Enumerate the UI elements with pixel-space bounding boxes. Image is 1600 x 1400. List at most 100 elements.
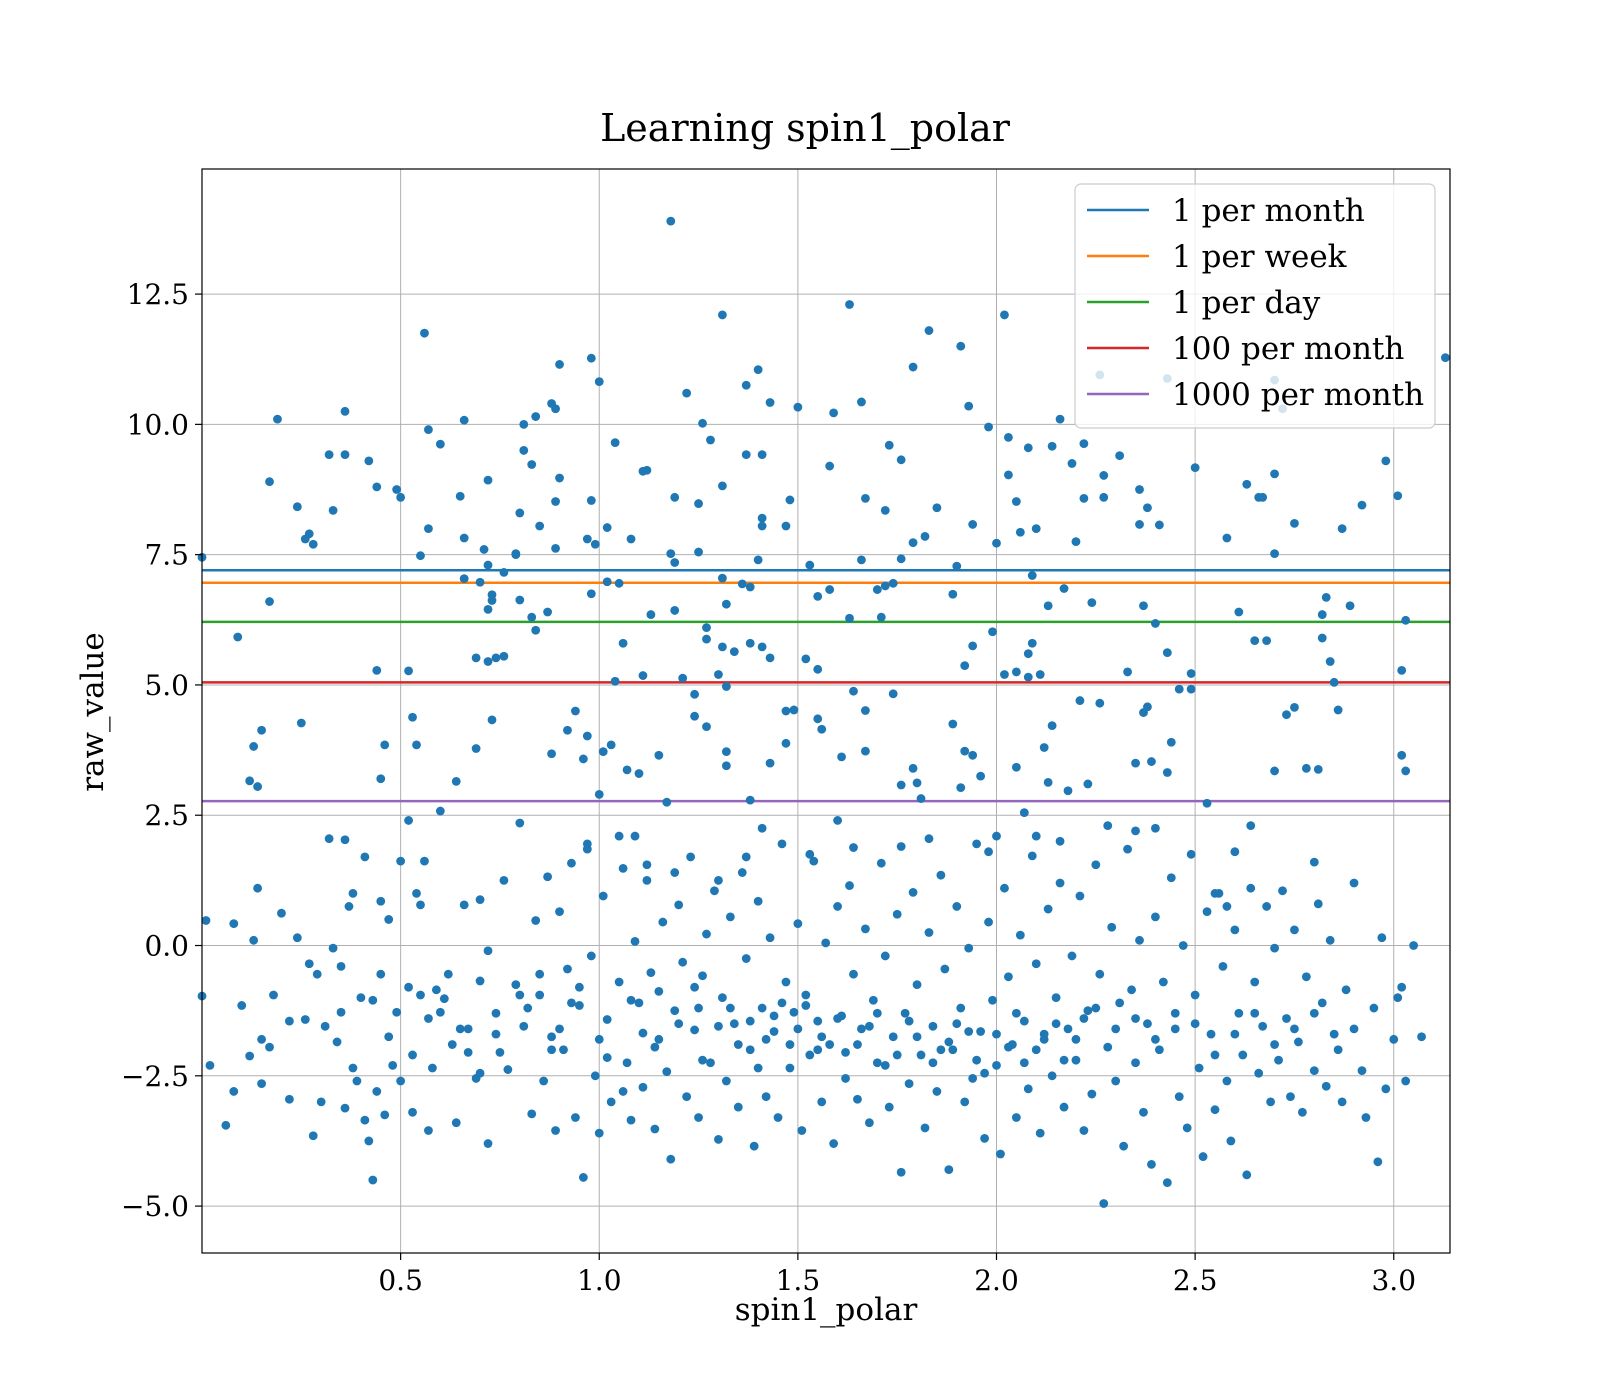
scatter-point bbox=[1397, 665, 1407, 675]
scatter-point bbox=[1087, 1089, 1097, 1099]
scatter-point bbox=[1004, 1042, 1013, 1052]
scatter-point bbox=[1135, 485, 1144, 494]
scatter-point bbox=[717, 993, 727, 1003]
scatter-point bbox=[269, 990, 278, 1000]
scatter-point bbox=[1286, 1092, 1295, 1102]
scatter-point bbox=[1023, 649, 1033, 659]
scatter-point bbox=[849, 686, 858, 696]
scatter-point bbox=[773, 1113, 783, 1122]
scatter-point bbox=[308, 1131, 318, 1141]
scatter-point bbox=[646, 968, 656, 978]
scatter-point bbox=[586, 951, 596, 961]
scatter-point bbox=[471, 744, 481, 753]
scatter-point bbox=[960, 1097, 970, 1107]
scatter-point bbox=[1262, 636, 1272, 646]
scatter-point bbox=[555, 907, 564, 917]
scatter-point bbox=[531, 412, 541, 421]
scatter-point bbox=[1417, 1032, 1426, 1042]
scatter-point bbox=[1290, 925, 1299, 935]
scatter-point bbox=[237, 1001, 247, 1010]
scatter-point bbox=[880, 581, 890, 591]
scatter-point bbox=[312, 969, 322, 979]
scatter-point bbox=[829, 408, 839, 418]
scatter-point bbox=[956, 1003, 966, 1013]
scatter-point bbox=[980, 1133, 989, 1143]
scatter-point bbox=[702, 623, 711, 633]
scatter-point bbox=[483, 1139, 493, 1148]
scatter-point bbox=[475, 577, 485, 587]
scatter-point bbox=[781, 738, 791, 748]
scatter-point bbox=[491, 653, 501, 663]
scatter-point bbox=[904, 1079, 914, 1089]
scatter-point bbox=[205, 1060, 215, 1070]
scatter-point bbox=[992, 1029, 1001, 1039]
scatter-point bbox=[805, 849, 815, 859]
scatter-point bbox=[829, 1139, 839, 1148]
scatter-point bbox=[614, 578, 624, 588]
scatter-point bbox=[265, 477, 274, 487]
scatter-point bbox=[1274, 1055, 1283, 1065]
scatter-point bbox=[1361, 1113, 1371, 1122]
scatter-point bbox=[1019, 808, 1029, 818]
scatter-point bbox=[1337, 1097, 1347, 1107]
scatter-point bbox=[519, 446, 529, 455]
scatter-point bbox=[1063, 786, 1073, 796]
scatter-point bbox=[1313, 764, 1323, 774]
scatter-point bbox=[924, 326, 934, 335]
scatter-point bbox=[499, 651, 509, 661]
scatter-point bbox=[1329, 1029, 1339, 1039]
scatter-point bbox=[551, 544, 560, 553]
scatter-point bbox=[1329, 677, 1339, 687]
scatter-point bbox=[964, 1027, 974, 1036]
scatter-point bbox=[1131, 1058, 1140, 1068]
x-axis-ticks: 0.5 1.0 1.5 2.0 2.5 3.0 bbox=[378, 1253, 1416, 1297]
scatter-point bbox=[1317, 998, 1327, 1008]
x-tick-label: 2.5 bbox=[1173, 1264, 1218, 1297]
scatter-point bbox=[372, 482, 382, 492]
scatter-point bbox=[1079, 493, 1089, 503]
scatter-point bbox=[1031, 524, 1041, 533]
scatter-point bbox=[324, 450, 334, 459]
scatter-point bbox=[884, 1102, 894, 1112]
scatter-point bbox=[1262, 902, 1272, 911]
scatter-point bbox=[487, 715, 497, 725]
scatter-point bbox=[265, 1042, 274, 1052]
scatter-point bbox=[1051, 1019, 1061, 1029]
scatter-point bbox=[956, 341, 966, 351]
scatter-point bbox=[1071, 1034, 1081, 1044]
scatter-point bbox=[1151, 1034, 1160, 1044]
scatter-point bbox=[598, 891, 608, 901]
scatter-point bbox=[388, 1060, 398, 1070]
scatter-point bbox=[721, 682, 731, 691]
scatter-point bbox=[769, 1011, 779, 1021]
scatter-point bbox=[408, 712, 417, 722]
legend-label: 100 per month bbox=[1172, 331, 1404, 367]
scatter-point bbox=[721, 761, 731, 771]
scatter-point bbox=[1071, 537, 1081, 547]
scatter-point bbox=[666, 216, 676, 226]
scatter-point bbox=[292, 502, 302, 512]
scatter-point bbox=[630, 831, 640, 841]
scatter-point bbox=[1321, 1081, 1331, 1091]
scatter-point bbox=[1047, 721, 1057, 730]
scatter-point bbox=[678, 957, 688, 967]
scatter-point bbox=[904, 1016, 914, 1026]
scatter-point bbox=[757, 823, 767, 833]
scatter-point bbox=[896, 1167, 906, 1177]
scatter-point bbox=[670, 492, 680, 502]
scatter-point bbox=[984, 422, 993, 432]
scatter-point bbox=[348, 1063, 358, 1073]
plot-frame bbox=[201, 168, 1451, 1254]
scatter-point bbox=[1004, 470, 1013, 480]
scatter-point bbox=[642, 860, 652, 870]
scatter-point bbox=[737, 579, 747, 589]
scatter-point bbox=[1341, 985, 1351, 995]
scatter-point bbox=[1023, 672, 1033, 682]
scatter-point bbox=[1047, 1071, 1057, 1081]
scatter-point bbox=[1230, 1029, 1240, 1039]
scatter-point bbox=[992, 1060, 1001, 1070]
scatter-point bbox=[682, 388, 692, 398]
scatter-point bbox=[376, 896, 386, 906]
scatter-point bbox=[249, 935, 259, 945]
scatter-point bbox=[1210, 1050, 1220, 1060]
